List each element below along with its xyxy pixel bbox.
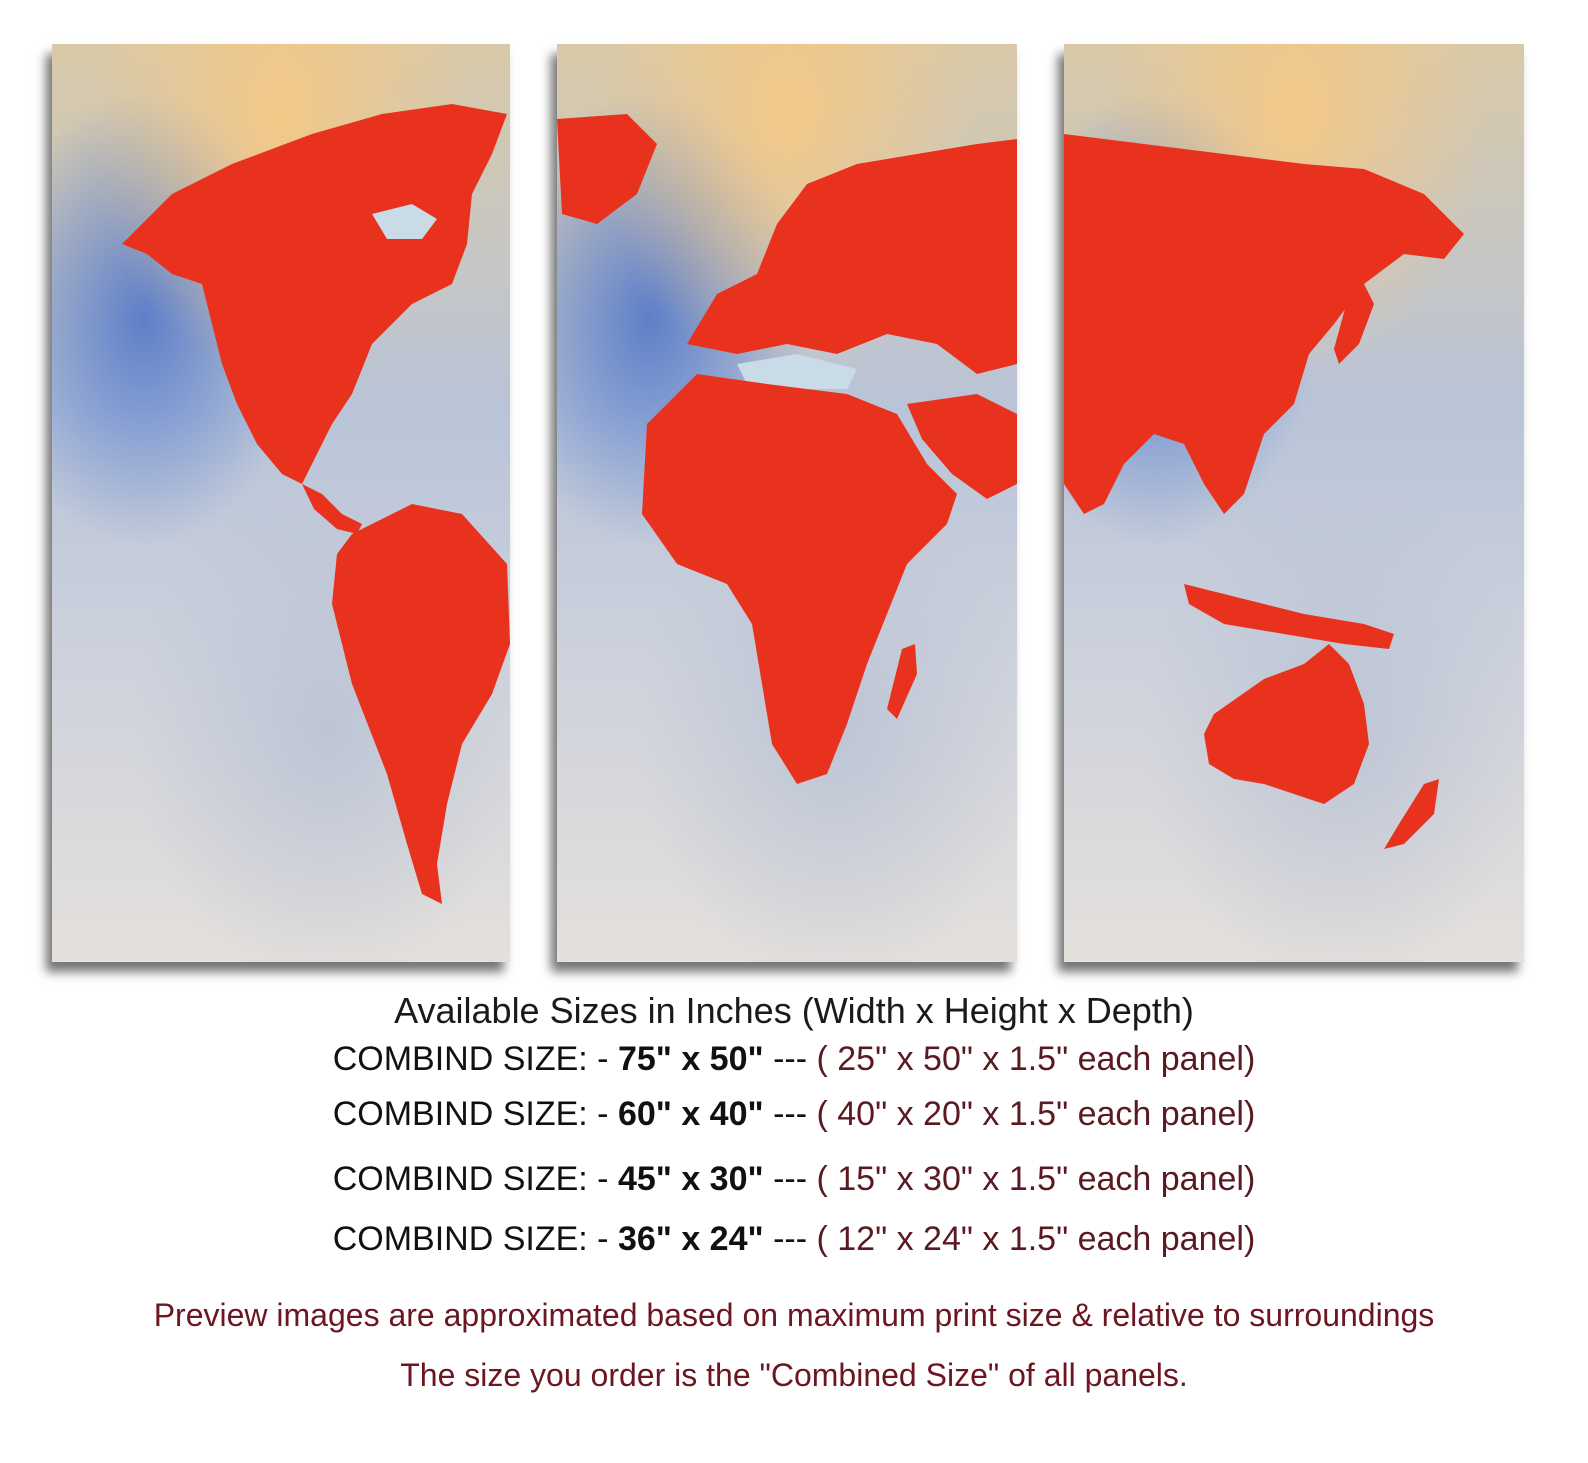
size-separator: --- — [763, 1220, 817, 1258]
size-separator: --- — [763, 1095, 817, 1133]
panel-size: ( 25" x 50" x 1.5" each panel) — [816, 1040, 1256, 1078]
panel-size: ( 15" x 30" x 1.5" each panel) — [816, 1160, 1256, 1198]
sizes-heading: Available Sizes in Inches (Width x Heigh… — [394, 990, 1194, 1031]
size-option-row: COMBIND SIZE: - 60" x 40" --- ( 40" x 20… — [0, 1095, 1588, 1134]
north-america-shape — [122, 104, 507, 484]
japan-shape — [1334, 284, 1374, 364]
mediterranean-shape — [737, 354, 857, 389]
lake-shape — [372, 204, 437, 239]
asia-shape — [1064, 134, 1464, 514]
africa-shape — [642, 374, 957, 784]
americas-map-icon — [122, 104, 510, 904]
combined-size: 60" x 40" — [617, 1095, 764, 1133]
size-prefix: COMBIND SIZE: - — [332, 1095, 618, 1133]
indonesia-shape — [1184, 584, 1394, 649]
panel-size: ( 40" x 20" x 1.5" each panel) — [816, 1095, 1256, 1133]
combined-size: 36" x 24" — [617, 1220, 764, 1258]
canvas-panel-center — [557, 44, 1017, 962]
canvas-panel-right — [1064, 44, 1524, 962]
panel-size: ( 12" x 24" x 1.5" each panel) — [816, 1220, 1256, 1258]
size-option-row: COMBIND SIZE: - 75" x 50" --- ( 25" x 50… — [0, 1040, 1588, 1079]
size-prefix: COMBIND SIZE: - — [332, 1220, 618, 1258]
greenland-shape — [557, 114, 657, 224]
asia-oceania-map-icon — [1064, 134, 1464, 849]
size-separator: --- — [763, 1040, 817, 1078]
madagascar-shape — [887, 644, 917, 719]
size-option-row: COMBIND SIZE: - 45" x 30" --- ( 15" x 30… — [0, 1160, 1588, 1199]
europe-africa-map-icon — [557, 114, 1017, 784]
new-zealand-shape — [1384, 779, 1439, 849]
size-prefix: COMBIND SIZE: - — [332, 1160, 618, 1198]
canvas-panel-left — [52, 44, 510, 962]
size-option-row: COMBIND SIZE: - 36" x 24" --- ( 12" x 24… — [0, 1220, 1588, 1259]
combined-size-note: The size you order is the "Combined Size… — [400, 1357, 1188, 1393]
preview-disclaimer: Preview images are approximated based on… — [153, 1297, 1435, 1333]
australia-shape — [1204, 644, 1369, 804]
combined-size: 45" x 30" — [617, 1160, 764, 1198]
size-prefix: COMBIND SIZE: - — [332, 1040, 618, 1078]
south-america-shape — [332, 504, 510, 904]
size-separator: --- — [763, 1160, 817, 1198]
europe-shape — [687, 139, 1017, 374]
arabia-shape — [907, 394, 1017, 499]
combined-size: 75" x 50" — [617, 1040, 764, 1078]
central-america-shape — [302, 484, 362, 534]
